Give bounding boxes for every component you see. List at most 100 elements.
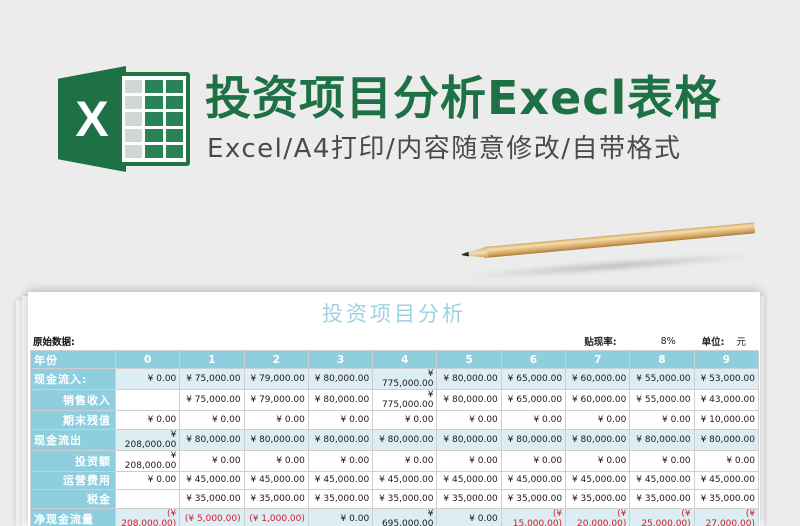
cell[interactable]: ¥ 80,000.00 (436, 368, 502, 391)
cell[interactable]: ¥ 0.00 (243, 449, 309, 472)
cell[interactable]: ¥ 53,000.00 (693, 368, 759, 391)
cell[interactable]: ¥ 79,000.00 (243, 389, 309, 412)
cell[interactable]: ¥ 0.00 (114, 470, 181, 491)
cell[interactable]: ¥ 0.00 (114, 368, 181, 391)
cell[interactable]: (¥ 208,000.00) (114, 507, 181, 526)
cell[interactable]: ¥ 35,000.00 (629, 489, 695, 509)
cell[interactable]: ¥ 60,000.00 (565, 368, 631, 391)
cell[interactable]: ¥ 0.00 (243, 410, 309, 430)
table-header-year-5: 5 (436, 349, 502, 370)
row-label: 投资额 (30, 449, 116, 472)
row-label: 运营费用 (30, 470, 116, 491)
cell[interactable]: ¥ 0.00 (565, 449, 631, 472)
cell[interactable]: ¥ 45,000.00 (693, 470, 759, 491)
cell[interactable]: ¥ 55,000.00 (629, 389, 695, 412)
cell[interactable]: ¥ 45,000.00 (372, 470, 438, 491)
cell[interactable]: ¥ 45,000.00 (629, 470, 695, 491)
cell[interactable]: (¥ 27,000.00) (693, 507, 759, 526)
cell[interactable]: ¥ 80,000.00 (307, 389, 374, 412)
cell[interactable]: ¥ 65,000.00 (500, 389, 567, 412)
cell[interactable]: ¥ 208,000.00 (114, 449, 181, 472)
cell[interactable]: ¥ 45,000.00 (500, 470, 567, 491)
cell[interactable]: ¥ 80,000.00 (243, 428, 309, 451)
cell[interactable]: ¥ 0.00 (629, 449, 695, 472)
banner-title: 投资项目分析Execl表格 (205, 71, 722, 125)
cell[interactable]: ¥ 0.00 (565, 410, 631, 430)
cell[interactable]: ¥ 0.00 (500, 410, 567, 430)
cell[interactable]: ¥ 80,000.00 (436, 389, 502, 412)
cell[interactable]: ¥ 79,000.00 (243, 368, 309, 391)
cell[interactable]: ¥ 45,000.00 (179, 470, 245, 491)
cell[interactable]: ¥ 0.00 (307, 507, 374, 526)
cell[interactable]: ¥ 0.00 (307, 449, 374, 472)
unit-value: 元 (736, 337, 746, 348)
cell[interactable]: ¥ 75,000.00 (179, 368, 245, 391)
cell[interactable]: ¥ 35,000.00 (307, 489, 374, 509)
cell[interactable]: ¥ 775,000.00 (372, 389, 438, 412)
cell[interactable]: ¥ 80,000.00 (565, 428, 631, 451)
cell[interactable]: ¥ 80,000.00 (436, 428, 502, 451)
cell[interactable]: ¥ 0.00 (372, 449, 438, 472)
cell[interactable]: ¥ 35,000.00 (693, 489, 759, 509)
cell[interactable]: ¥ 208,000.00 (114, 428, 181, 451)
cell[interactable]: ¥ 55,000.00 (629, 368, 695, 391)
cell[interactable]: ¥ 80,000.00 (307, 368, 374, 391)
table-header-year-9: 9 (693, 349, 759, 370)
cell[interactable]: ¥ 10,000.00 (693, 410, 759, 430)
cell[interactable]: (¥ 25,000.00) (629, 507, 695, 526)
cell[interactable]: ¥ 0.00 (307, 410, 374, 430)
cell[interactable]: ¥ 0.00 (179, 410, 245, 430)
cell[interactable]: ¥ 35,000.00 (500, 489, 567, 509)
cell[interactable]: ¥ 75,000.00 (179, 389, 245, 412)
excel-logo-icon: X (58, 62, 190, 174)
cell[interactable]: ¥ 35,000.00 (436, 489, 502, 509)
table-row: 现金流入: ¥ 0.00 ¥ 75,000.00 ¥ 79,000.00 ¥ 80,00… (30, 368, 759, 391)
cell[interactable]: ¥ 80,000.00 (500, 428, 567, 451)
cell[interactable]: (¥ 20,000.00) (565, 507, 631, 526)
cell[interactable]: ¥ 0.00 (629, 410, 695, 430)
cell[interactable]: ¥ 80,000.00 (693, 428, 759, 451)
cell[interactable]: ¥ 45,000.00 (243, 470, 309, 491)
pencil-lead (462, 252, 469, 258)
cell[interactable]: ¥ 0.00 (372, 410, 438, 430)
table-row: 运营费用 ¥ 0.00 ¥ 45,000.00 ¥ 45,000.00 ¥ 45,000… (30, 470, 759, 491)
cell[interactable] (114, 489, 181, 509)
table-row: 投资额 ¥ 208,000.00 ¥ 0.00 ¥ 0.00 ¥ 0.00 ¥ 0.00 ¥… (30, 449, 759, 472)
cell[interactable]: (¥ 5,000.00) (179, 507, 245, 526)
cell[interactable]: ¥ 0.00 (500, 449, 567, 472)
cell[interactable]: (¥ 1,000.00) (243, 507, 309, 526)
cell[interactable]: ¥ 80,000.00 (307, 428, 374, 451)
cell[interactable]: ¥ 65,000.00 (500, 368, 567, 391)
cell[interactable]: ¥ 0.00 (693, 449, 759, 472)
cell[interactable]: ¥ 45,000.00 (307, 470, 374, 491)
cell[interactable]: ¥ 0.00 (436, 449, 502, 472)
cell[interactable]: (¥ 15,000.00) (500, 507, 567, 526)
banner-subtitle: Excel/A4打印/内容随意修改/自带格式 (207, 134, 682, 164)
cell[interactable]: ¥ 695,000.00 (372, 507, 438, 526)
table-header-year-2: 2 (243, 349, 309, 370)
cell[interactable]: ¥ 60,000.00 (565, 389, 631, 412)
cell[interactable]: ¥ 0.00 (436, 410, 502, 430)
cell[interactable]: ¥ 35,000.00 (565, 489, 631, 509)
cell[interactable]: ¥ 45,000.00 (565, 470, 631, 491)
cell[interactable]: ¥ 45,000.00 (436, 470, 502, 491)
table-header-year-7: 7 (565, 349, 631, 370)
cell[interactable]: ¥ 35,000.00 (179, 489, 245, 509)
cell[interactable]: ¥ 0.00 (114, 410, 181, 430)
excel-logo-panel (58, 66, 126, 172)
investment-analysis-table[interactable]: 年份 0 1 2 3 4 5 6 7 8 9 现金流入: ¥ 0.00 ¥ 75,000.00 ¥ 79,… (30, 349, 759, 526)
cell[interactable]: ¥ 775,000.00 (372, 368, 438, 391)
cell[interactable]: ¥ 35,000.00 (372, 489, 438, 509)
cell[interactable]: ¥ 80,000.00 (629, 428, 695, 451)
cell[interactable] (114, 389, 181, 412)
cell[interactable]: ¥ 80,000.00 (179, 428, 245, 451)
promo-banner: X 投资项目分析Execl表格 Excel/A4打印/内容随意修改/自带格式 (0, 0, 800, 236)
cell[interactable]: ¥ 35,000.00 (243, 489, 309, 509)
cell[interactable]: ¥ 80,000.00 (372, 428, 438, 451)
cell[interactable]: ¥ 0.00 (436, 507, 502, 526)
cell[interactable]: ¥ 43,000.00 (693, 389, 759, 412)
cell[interactable]: ¥ 0.00 (179, 449, 245, 472)
table-header-year-8: 8 (629, 349, 695, 370)
table-row: 现金流出 ¥ 208,000.00 ¥ 80,000.00 ¥ 80,000.00 ¥ … (30, 428, 759, 451)
